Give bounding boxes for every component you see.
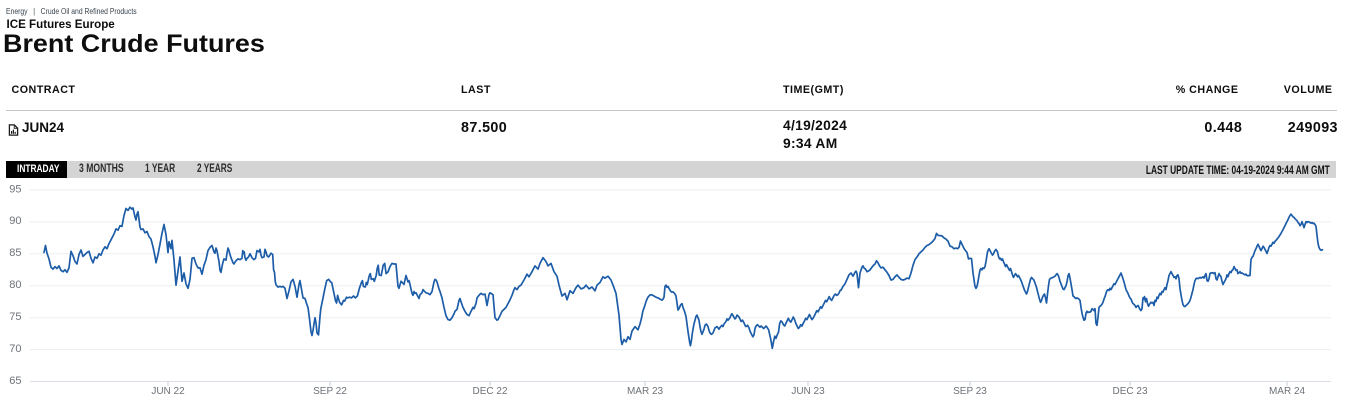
svg-text:70: 70 (9, 343, 21, 355)
svg-text:75: 75 (9, 311, 21, 323)
svg-text:MAR 23: MAR 23 (627, 386, 664, 397)
svg-text:JUN 23: JUN 23 (791, 386, 825, 397)
svg-text:85: 85 (9, 247, 21, 259)
svg-text:80: 80 (9, 279, 21, 291)
svg-text:DEC 23: DEC 23 (1112, 386, 1147, 397)
svg-text:SEP 22: SEP 22 (313, 386, 347, 397)
svg-text:DEC 22: DEC 22 (472, 386, 507, 397)
svg-text:90: 90 (9, 215, 21, 227)
svg-text:95: 95 (9, 183, 21, 195)
svg-text:MAR 24: MAR 24 (1269, 386, 1306, 397)
svg-text:JUN 22: JUN 22 (151, 386, 185, 397)
svg-text:SEP 23: SEP 23 (953, 386, 987, 397)
svg-text:65: 65 (9, 375, 21, 387)
